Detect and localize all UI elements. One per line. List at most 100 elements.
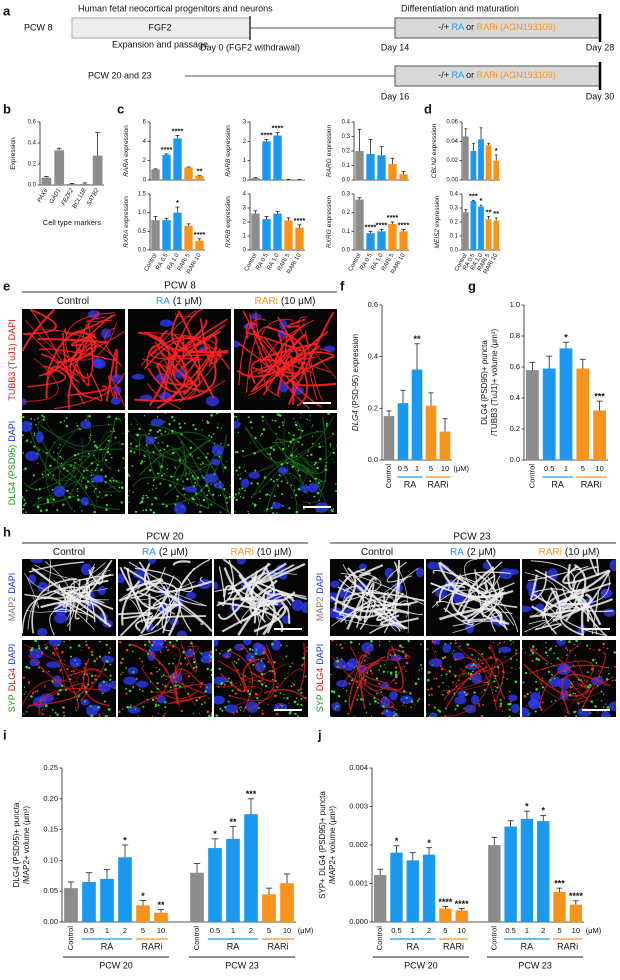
puncta <box>284 678 285 679</box>
puncta <box>27 667 29 669</box>
puncta <box>234 497 236 499</box>
treatment-label: RARi <box>141 941 162 951</box>
puncta <box>194 482 196 484</box>
puncta <box>312 443 314 445</box>
puncta <box>266 509 268 511</box>
significance: *** <box>246 789 257 799</box>
puncta <box>33 446 35 448</box>
column-label: RA(1 μM) <box>156 296 202 307</box>
y-tick-label: 6 <box>143 120 147 126</box>
puncta <box>24 467 27 470</box>
puncta <box>272 512 274 514</box>
puncta <box>481 653 483 655</box>
puncta <box>151 691 153 693</box>
puncta <box>479 673 480 674</box>
puncta <box>468 672 470 674</box>
puncta <box>206 687 208 689</box>
puncta <box>205 456 207 458</box>
puncta <box>469 678 471 680</box>
nucleus <box>36 431 44 443</box>
gene-name: DLG4 <box>351 410 360 431</box>
puncta <box>357 676 358 677</box>
puncta <box>348 682 350 684</box>
puncta <box>240 474 241 475</box>
puncta <box>494 678 495 679</box>
puncta <box>194 653 195 654</box>
puncta <box>161 474 163 476</box>
significance: * <box>541 806 545 816</box>
puncta <box>338 695 340 697</box>
puncta <box>118 486 120 488</box>
puncta <box>507 703 510 706</box>
puncta <box>325 465 326 466</box>
puncta <box>599 676 600 677</box>
y-axis-label-text: Expression <box>10 137 17 170</box>
puncta <box>22 452 24 454</box>
puncta <box>23 499 25 501</box>
nucleus <box>132 374 145 380</box>
puncta <box>575 693 577 695</box>
column-name: Control <box>361 547 393 558</box>
nucleus <box>278 467 288 474</box>
puncta <box>213 433 215 435</box>
x-tick-label: 0.5 <box>391 926 401 935</box>
puncta <box>61 701 62 702</box>
column-name: Control <box>57 296 89 307</box>
puncta <box>209 677 210 678</box>
column-name: RARi <box>539 547 562 558</box>
timeline-text: Day 30 <box>586 91 615 101</box>
puncta <box>219 652 221 654</box>
puncta <box>154 497 156 499</box>
puncta <box>440 665 442 667</box>
puncta <box>51 479 52 480</box>
puncta <box>530 712 531 713</box>
puncta <box>273 672 276 675</box>
puncta <box>94 511 96 513</box>
y-axis-label: RARGexpression <box>326 125 333 178</box>
puncta <box>120 420 121 421</box>
bar <box>455 910 467 922</box>
puncta <box>198 697 200 699</box>
puncta <box>195 666 197 668</box>
y-tick-label: 0.0 <box>510 455 520 464</box>
puncta <box>262 416 264 418</box>
puncta <box>262 710 263 711</box>
puncta <box>280 644 282 646</box>
puncta <box>590 648 591 649</box>
puncta <box>365 679 367 681</box>
puncta <box>119 641 121 643</box>
puncta <box>602 643 605 646</box>
puncta <box>269 495 270 496</box>
bar <box>412 370 423 460</box>
puncta <box>336 644 338 646</box>
puncta <box>388 688 389 689</box>
puncta <box>142 706 144 708</box>
puncta <box>43 477 44 478</box>
puncta <box>257 643 258 644</box>
puncta <box>129 490 130 491</box>
puncta <box>316 467 319 470</box>
puncta <box>86 489 87 490</box>
puncta <box>575 695 577 697</box>
puncta <box>261 433 263 435</box>
bar <box>162 155 170 180</box>
group-label: PCW 20 <box>99 960 133 970</box>
y-tick-label: 0.000 <box>349 917 368 926</box>
puncta <box>282 448 285 451</box>
puncta <box>123 457 125 459</box>
puncta <box>402 646 404 648</box>
puncta <box>607 648 609 650</box>
panel-letter: h <box>3 524 11 539</box>
row-label-part: SYP <box>7 694 17 712</box>
column-label: Control <box>57 296 89 307</box>
puncta <box>503 641 505 643</box>
puncta <box>395 674 398 677</box>
puncta <box>478 705 480 707</box>
puncta <box>111 495 112 496</box>
treatment-label: RA <box>551 479 564 489</box>
puncta <box>135 709 136 710</box>
puncta <box>573 681 575 683</box>
puncta <box>218 495 219 496</box>
puncta <box>62 712 63 713</box>
puncta <box>150 672 152 674</box>
